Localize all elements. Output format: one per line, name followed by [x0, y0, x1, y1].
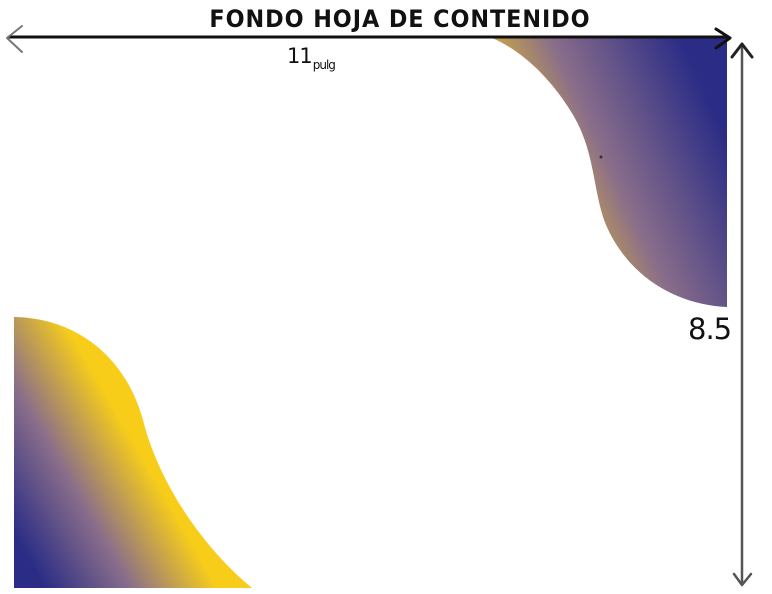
width-label: 11pulg — [287, 44, 336, 72]
bottom-arrowhead — [732, 572, 753, 587]
height-arrow — [730, 42, 754, 587]
right-arrowhead — [714, 27, 732, 50]
top-right-gradient-shape — [492, 38, 727, 307]
width-arrow — [6, 25, 732, 53]
bottom-left-gradient-shape — [14, 317, 252, 588]
width-value: 11 — [287, 44, 313, 68]
shape-dot — [599, 155, 603, 159]
top-arrowhead — [730, 42, 754, 59]
height-label: 8.5 — [688, 312, 732, 346]
left-arrowhead — [6, 25, 23, 53]
diagram-title: FONDO HOJA DE CONTENIDO — [209, 5, 591, 33]
width-unit: pulg — [312, 58, 336, 72]
